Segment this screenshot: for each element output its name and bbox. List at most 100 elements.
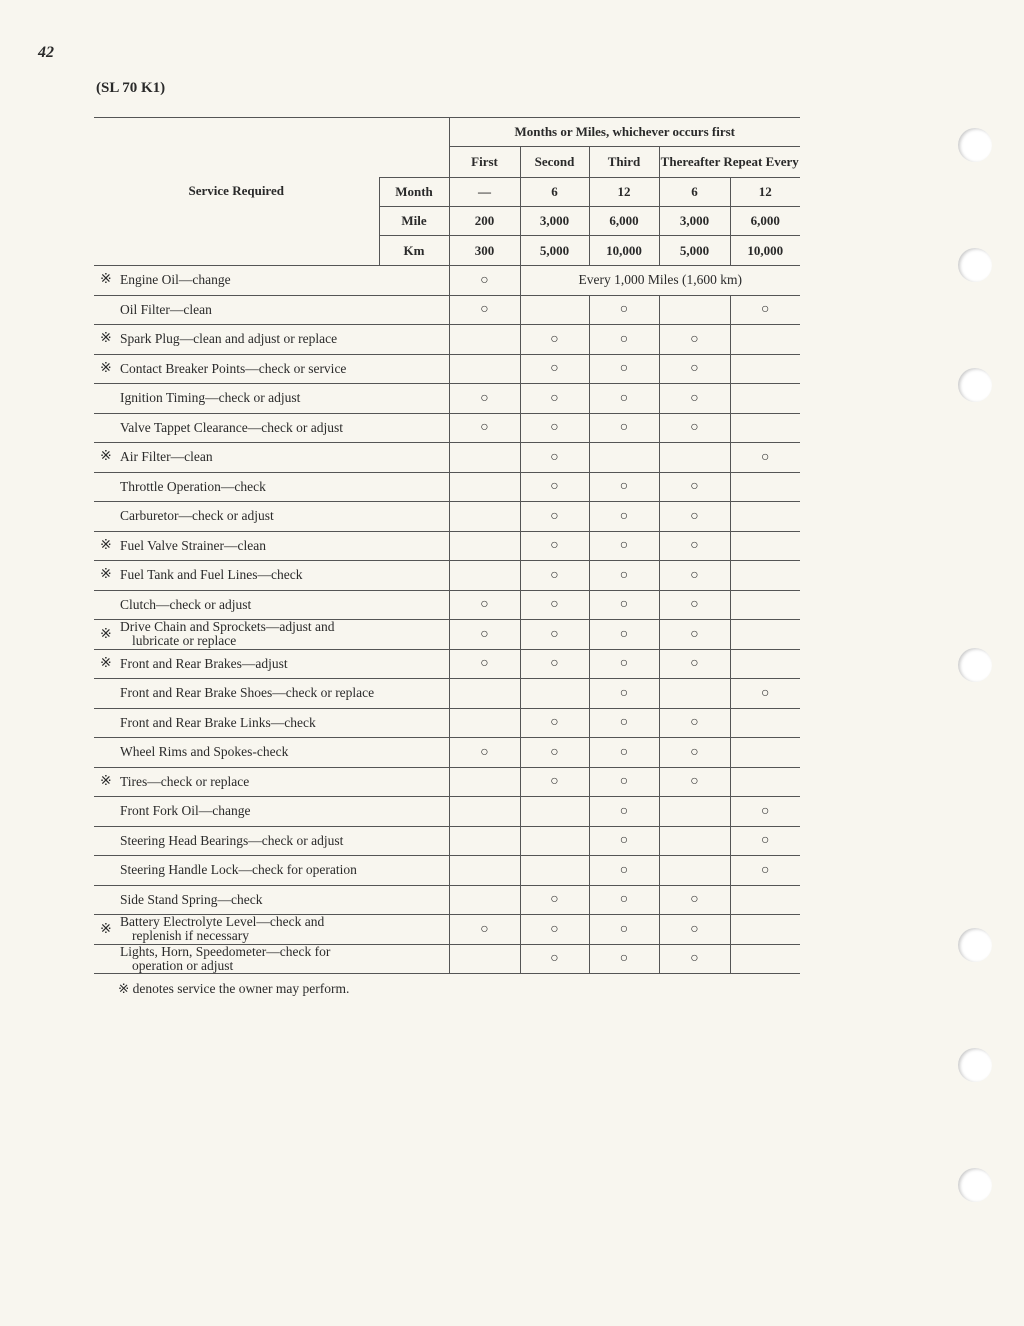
mark-cell: ○ xyxy=(519,530,590,561)
service-text: Valve Tappet Clearance—check or adjust xyxy=(120,419,343,435)
table-row: Lights, Horn, Speedometer—check for opera… xyxy=(94,943,800,974)
mark-cell xyxy=(448,707,521,738)
check-mark-icon: ○ xyxy=(550,538,559,554)
binder-hole xyxy=(958,128,992,162)
check-mark-icon: ○ xyxy=(619,390,629,406)
service-text: Oil Filter—clean xyxy=(120,301,212,317)
table-row: Front and Rear Brake Shoes—check or repl… xyxy=(94,678,800,709)
mark-cell: ○ xyxy=(658,619,731,650)
mark-cell xyxy=(519,855,590,886)
mark-cell xyxy=(729,707,800,738)
owner-service-icon: ※ xyxy=(100,360,112,376)
table-row: Valve Tappet Clearance—check or adjust ○ ○… xyxy=(94,412,800,443)
mark-cell xyxy=(658,678,731,709)
mark-cell xyxy=(729,884,800,915)
engine-oil-note: Every 1,000 Miles (1,600 km) xyxy=(519,265,800,296)
mark-cell xyxy=(448,501,521,532)
check-mark-icon: ○ xyxy=(761,862,770,878)
check-mark-icon: ○ xyxy=(480,626,489,642)
check-mark-icon: ○ xyxy=(619,538,629,554)
check-mark-icon: ○ xyxy=(550,361,559,377)
service-text: Engine Oil—change xyxy=(120,272,231,288)
service-name: Side Stand Spring—check xyxy=(94,884,450,915)
mark-cell: ○ xyxy=(588,589,660,620)
check-mark-icon: ○ xyxy=(690,951,699,967)
check-mark-icon: ○ xyxy=(550,449,559,465)
check-mark-icon: ○ xyxy=(690,892,699,908)
table-row: ※ Tires—check or replace ○ ○ ○ xyxy=(94,766,800,797)
mark-cell: ○ xyxy=(588,412,660,443)
mark-cell xyxy=(729,766,800,797)
mark-cell: ○ xyxy=(729,442,800,473)
mark-cell: ○ xyxy=(448,914,521,945)
mark-cell: ○ xyxy=(519,560,590,591)
service-name: ※ Tires—check or replace xyxy=(94,766,450,797)
mile-value: 3,000 xyxy=(519,206,590,236)
footnote: ※ denotes service the owner may perform. xyxy=(118,981,350,996)
service-text: Spark Plug—clean and adjust or replace xyxy=(120,331,338,347)
owner-service-icon: ※ xyxy=(100,567,112,583)
check-mark-icon: ○ xyxy=(550,744,559,760)
check-mark-icon: ○ xyxy=(619,685,629,701)
check-mark-icon: ○ xyxy=(550,921,559,937)
mark-cell: ○ xyxy=(519,914,590,945)
mile-value: 6,000 xyxy=(588,206,660,236)
mark-cell: ○ xyxy=(519,353,590,384)
table-row: Side Stand Spring—check ○ ○ ○ xyxy=(94,884,800,915)
mark-cell: ○ xyxy=(658,766,731,797)
check-mark-icon: ○ xyxy=(619,597,629,613)
mark-cell xyxy=(448,560,521,591)
mark-cell: ○ xyxy=(519,943,590,974)
service-name: ※ Contact Breaker Points—check or service xyxy=(94,353,450,384)
service-text: Side Stand Spring—check xyxy=(120,891,263,907)
check-mark-icon: ○ xyxy=(480,921,489,937)
mark-cell: ○ xyxy=(588,560,660,591)
check-mark-icon: ○ xyxy=(690,361,699,377)
mark-cell: ○ xyxy=(519,619,590,650)
binder-hole xyxy=(958,248,992,282)
table-row: Front and Rear Brake Links—check ○ ○ ○ xyxy=(94,707,800,738)
check-mark-icon: ○ xyxy=(550,331,559,347)
check-mark-icon: ○ xyxy=(619,302,629,318)
check-mark-icon: ○ xyxy=(480,302,489,318)
page-number: 42 xyxy=(38,44,54,61)
check-mark-icon: ○ xyxy=(619,361,629,377)
check-mark-icon: ○ xyxy=(690,744,699,760)
mark-cell xyxy=(448,442,521,473)
mark-cell xyxy=(729,943,800,974)
check-mark-icon: ○ xyxy=(619,567,629,583)
table-row: Oil Filter—clean ○ ○ ○ xyxy=(94,294,800,325)
mark-cell: ○ xyxy=(519,383,590,414)
service-name: ※ Battery Electrolyte Level—check and repl… xyxy=(94,914,450,945)
table-row: ※ Drive Chain and Sprockets—adjust and lub… xyxy=(94,619,800,650)
check-mark-icon: ○ xyxy=(690,390,699,406)
mark-cell: ○ xyxy=(588,353,660,384)
mark-cell: ○ xyxy=(729,294,800,325)
mark-cell: ○ xyxy=(658,914,731,945)
check-mark-icon: ○ xyxy=(690,774,699,790)
mark-cell xyxy=(519,294,590,325)
mark-cell xyxy=(658,796,731,827)
mark-cell: ○ xyxy=(658,884,731,915)
mark-cell: ○ xyxy=(658,707,731,738)
table-row: Clutch—check or adjust ○ ○ ○ ○ xyxy=(94,589,800,620)
binder-hole xyxy=(958,1048,992,1082)
check-mark-icon: ○ xyxy=(550,420,559,436)
check-mark-icon: ○ xyxy=(619,715,629,731)
header-third: Third xyxy=(588,146,660,178)
mark-cell xyxy=(729,412,800,443)
service-text: Front and Rear Brakes—adjust xyxy=(120,655,288,671)
service-name: ※ Spark Plug—clean and adjust or replace xyxy=(94,324,450,355)
mark-cell xyxy=(448,678,521,709)
mark-cell xyxy=(729,530,800,561)
mile-value: 3,000 xyxy=(658,206,731,236)
check-mark-icon: ○ xyxy=(690,597,699,613)
mark-cell: ○ xyxy=(658,501,731,532)
service-name: ※ Fuel Valve Strainer—clean xyxy=(94,530,450,561)
check-mark-icon: ○ xyxy=(690,567,699,583)
check-mark-icon: ○ xyxy=(550,479,559,495)
service-text: Drive Chain and Sprockets—adjust and xyxy=(120,619,335,635)
maintenance-schedule-table: Months or Miles, whichever occurs first … xyxy=(94,117,800,974)
owner-service-icon: ※ xyxy=(100,331,112,347)
service-text: Steering Handle Lock—check for operation xyxy=(120,862,357,878)
